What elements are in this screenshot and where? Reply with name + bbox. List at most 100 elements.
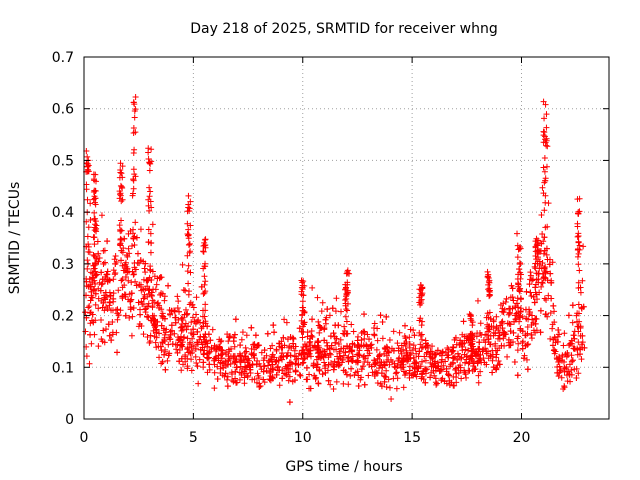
data-point [97,287,104,294]
data-point [178,320,185,327]
data-point [122,312,129,319]
data-point [473,333,480,340]
data-point [263,352,270,359]
data-point [526,281,533,288]
data-point [521,352,528,359]
data-point [240,356,247,363]
data-point [514,335,521,342]
data-point [418,322,425,329]
data-point [87,200,94,207]
data-point [85,243,92,250]
data-point [147,249,154,256]
data-point [401,322,408,329]
data-point [515,340,522,347]
data-point [87,320,94,327]
data-point [540,275,547,282]
data-point [194,363,201,370]
x-axis-label: GPS time / hours [285,459,402,475]
data-point [188,367,195,374]
data-point [193,294,200,301]
data-point [449,347,456,354]
data-point [509,285,516,292]
data-point [131,108,138,115]
data-point [273,371,280,378]
data-point [286,399,293,406]
data-point [232,368,239,375]
data-point [295,361,302,368]
y-tick-label: 0.3 [52,257,74,273]
data-point [474,297,481,304]
data-point [333,378,340,385]
data-point [144,333,151,340]
data-point [349,347,356,354]
data-point [427,353,434,360]
data-point [92,221,99,228]
data-point [321,351,328,358]
data-point [131,101,138,108]
data-point [238,336,245,343]
data-point [433,381,440,388]
data-point [291,353,298,360]
data-point [383,313,390,320]
data-point [496,361,503,368]
data-point [137,311,144,318]
data-point [355,382,362,389]
data-point [477,320,484,327]
data-point [110,276,117,283]
data-point [184,220,191,227]
data-point [541,129,548,136]
data-point [182,351,189,358]
data-point [541,247,548,254]
data-point [128,332,135,339]
data-point [218,351,225,358]
data-point [540,190,547,197]
data-point [579,339,586,346]
data-point [275,367,282,374]
data-point [84,196,91,203]
data-point [185,232,192,239]
data-point [231,353,238,360]
data-point [132,94,139,101]
data-point [241,380,248,387]
data-point [284,336,291,343]
data-point [130,271,137,278]
data-point [253,379,260,386]
data-point [271,329,278,336]
data-point [544,223,551,230]
data-point [360,342,367,349]
data-point [485,338,492,345]
data-point [416,348,423,355]
data-point [499,308,506,315]
data-point [410,327,417,334]
data-point [96,255,103,262]
data-point [526,311,533,318]
data-point [417,341,424,348]
data-point [184,344,191,351]
data-point [511,318,518,325]
data-point [87,269,94,276]
data-point [108,337,115,344]
data-point [310,360,317,367]
data-point [279,350,286,357]
data-point [200,359,207,366]
data-point [489,353,496,360]
data-point [411,332,418,339]
data-point [485,314,492,321]
data-point [574,223,581,230]
data-point [330,330,337,337]
data-point [485,336,492,343]
data-point [402,372,409,379]
data-point [516,287,523,294]
data-point [211,342,218,349]
data-point [182,358,189,365]
data-point [524,330,531,337]
data-point [541,154,548,161]
data-point [543,251,550,258]
data-point [302,343,309,350]
data-point [336,350,343,357]
data-point [299,347,306,354]
data-point [88,288,95,295]
data-point [201,242,208,249]
data-point [270,322,277,329]
data-point [178,341,185,348]
